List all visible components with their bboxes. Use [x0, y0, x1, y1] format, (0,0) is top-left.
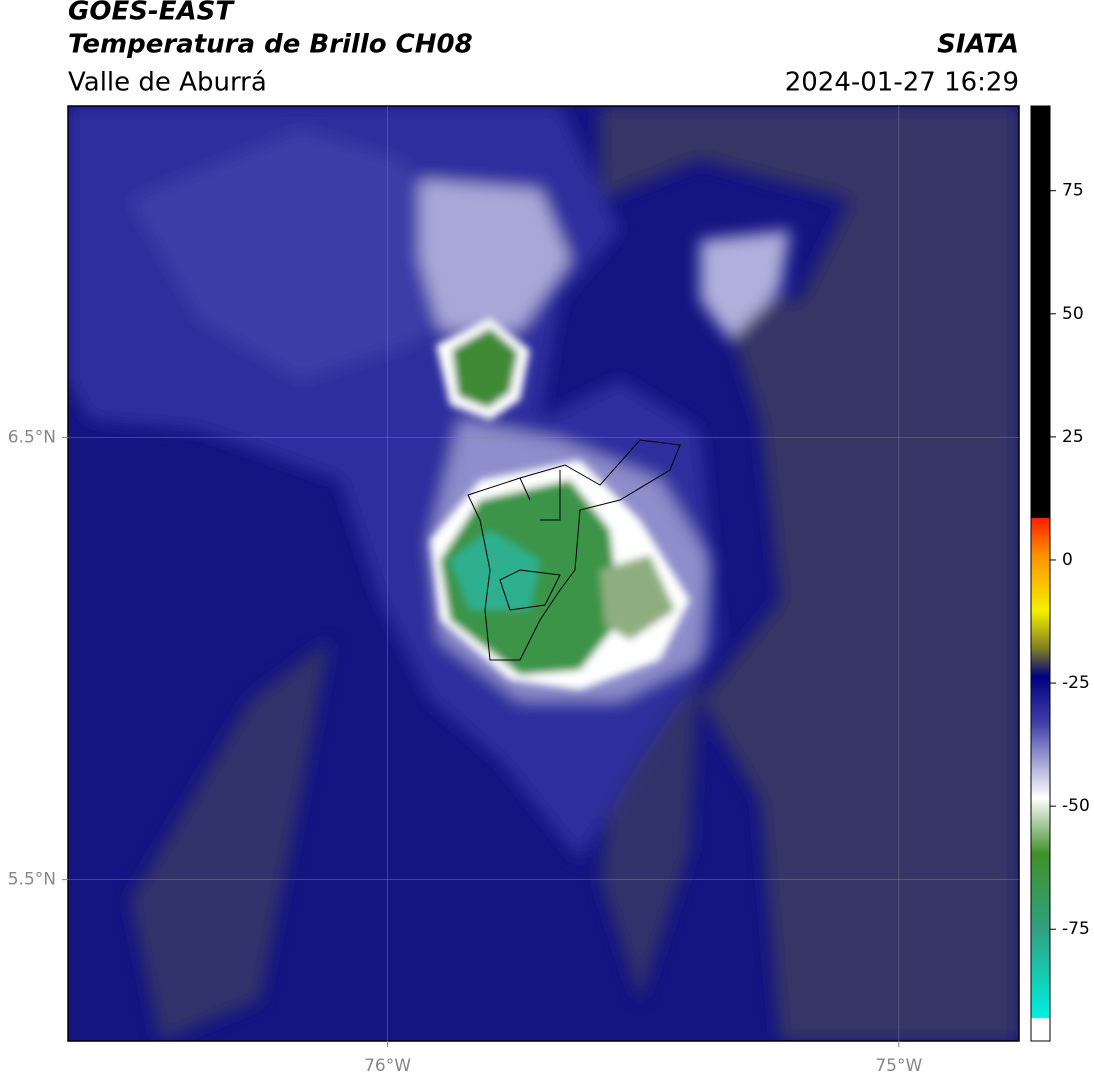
colorbar-tick-label: 50: [1062, 304, 1084, 324]
colorbar-tick-label: 75: [1062, 181, 1084, 201]
subtitle: Temperatura de Brillo CH08: [68, 30, 473, 60]
lon-tick-label: 75°W: [875, 1056, 922, 1076]
colorbar-tick-label: -25: [1062, 673, 1090, 693]
lon-tick-label: 76°W: [364, 1056, 411, 1076]
region: Valle de Aburrá: [68, 68, 267, 98]
colorbar-tick-label: 25: [1062, 427, 1084, 447]
datetime: 2024-01-27 16:29: [785, 68, 1019, 98]
lat-tick-label: 6.5°N: [8, 428, 56, 448]
colorbar: [1030, 105, 1051, 1042]
title: GOES-EAST: [68, 0, 235, 27]
colorbar-tick-label: -50: [1062, 796, 1090, 816]
colorbar-tick-label: 0: [1062, 550, 1073, 570]
map-frame: [67, 105, 1020, 1042]
colorbar-tick-label: -75: [1062, 919, 1090, 939]
source: SIATA: [937, 30, 1019, 60]
map-image: [68, 106, 1019, 1041]
lat-tick-label: 5.5°N: [8, 870, 56, 890]
